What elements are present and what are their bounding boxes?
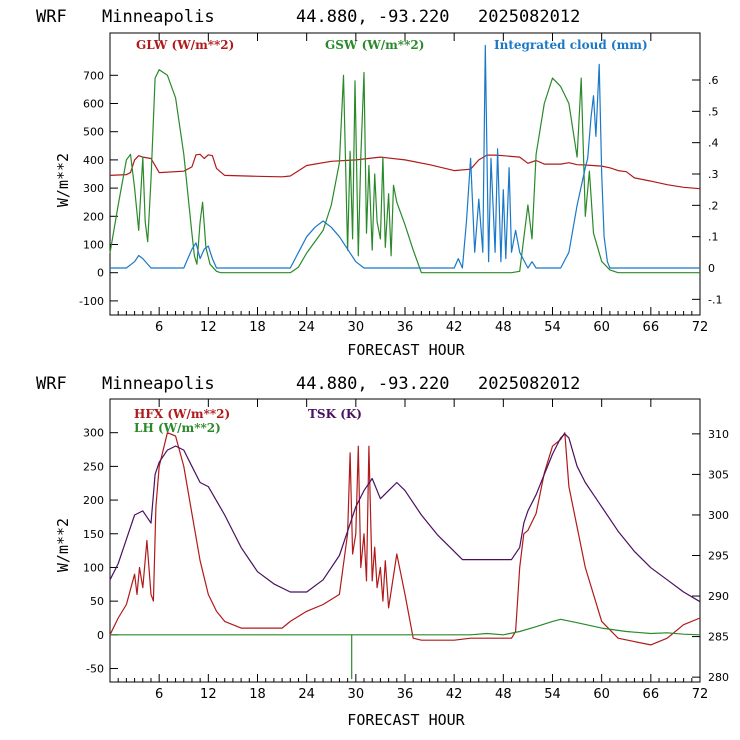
chart-2-title-model: WRF [36,374,67,394]
chart-1-title-coords: 44.880, -93.220 [296,7,450,27]
chart-1-x-tick-label: 60 [593,320,610,335]
chart-1-y2-tick-label: 0 [708,262,715,275]
chart-2-series-hfx-line [109,432,701,646]
chart-1-x-tick-label: 18 [249,320,266,335]
chart-2-x-tick-label: 6 [155,687,163,702]
chart-1-legend-cloud: Integrated cloud (mm) [494,38,648,52]
chart-1: WRF Minneapolis 44.880, -93.220 20250820… [36,7,722,359]
chart-2-y-tick-label: 250 [83,460,104,473]
chart-2-x-axis-label: FORECAST HOUR [347,711,465,729]
chart-2-x-tick-label: 24 [298,687,315,702]
chart-2-series-lh-line [110,618,701,680]
chart-2-y2-tick-label: 310 [708,428,729,441]
chart-2: WRF Minneapolis 44.880, -93.220 20250820… [36,374,729,729]
chart-2-y2-tick-label: 285 [708,631,729,644]
chart-1-x-tick-label: 72 [692,320,709,335]
chart-2-y2-tick-label: 300 [708,509,729,522]
chart-2-plot-frame [109,398,701,683]
chart-1-y-axis-label: W/m**2 [54,153,72,207]
chart-2-y-tick-label: 150 [83,528,104,541]
chart-1-y-tick-label: 400 [83,154,104,167]
chart-1-y-tick-label: 500 [83,126,104,139]
chart-2-y-tick-label: 200 [83,494,104,507]
chart-2-x-tick-label: 30 [348,687,365,702]
chart-1-x-tick-label: 12 [200,320,217,335]
chart-2-y-tick-label: 100 [83,561,104,574]
chart-2-legend-hfx: HFX (W/m**2) [134,407,230,421]
chart-1-x-tick-label: 24 [298,320,315,335]
chart-1-y-tick-label: 600 [83,98,104,111]
chart-2-y2-tick-label: 295 [708,550,729,563]
chart-1-x-tick-label: 66 [643,320,660,335]
chart-2-y-axis-label: W/m**2 [54,518,72,572]
chart-1-y2-tick-label: .5 [708,105,719,118]
chart-1-y2-tick-label: .6 [708,74,719,87]
chart-2-y-tick-label: -50 [86,663,104,676]
chart-1-series-gsw-line [109,69,700,274]
chart-1-y2-tick-label: -.1 [708,293,722,306]
chart-1-x-tick-label: 54 [544,320,561,335]
chart-1-plot-frame [109,32,701,316]
chart-1-y-tick-label: -100 [79,295,104,308]
chart-1-y-tick-label: 100 [83,239,104,252]
chart-2-y2-tick-label: 305 [708,468,729,481]
chart-2-y-tick-label: 300 [83,427,104,440]
chart-1-x-tick-label: 30 [348,320,365,335]
chart-1-series-integrated-line [110,44,700,269]
chart-1-y-tick-label: 200 [83,210,104,223]
chart-1-series-glw-line [109,153,701,190]
chart-2-x-tick-label: 72 [692,687,709,702]
chart-1-legend-glw: GLW (W/m**2) [136,38,234,52]
chart-1-x-tick-label: 6 [155,320,163,335]
chart-2-x-tick-label: 36 [397,687,414,702]
chart-1-title-init: 2025082012 [478,7,580,27]
chart-2-x-tick-label: 12 [200,687,217,702]
chart-2-x-tick-label: 48 [495,687,512,702]
chart-2-x-tick-label: 54 [544,687,561,702]
chart-2-x-tick-label: 18 [249,687,266,702]
chart-2-y-tick-label: 50 [90,595,104,608]
chart-2-y2-tick-label: 290 [708,590,729,603]
chart-1-x-tick-label: 42 [446,320,463,335]
chart-2-x-tick-label: 60 [593,687,610,702]
chart-2-y-tick-label: 0 [97,629,104,642]
chart-1-y-tick-label: 700 [83,69,104,82]
chart-1-y-tick-label: 0 [97,267,104,280]
chart-1-legend-gsw: GSW (W/m**2) [325,38,424,52]
chart-2-title-init: 2025082012 [478,374,580,394]
chart-1-x-axis-label: FORECAST HOUR [347,341,465,359]
chart-2-title-location: Minneapolis [102,374,215,394]
chart-2-series-tsk-line [109,433,701,603]
chart-1-x-tick-label: 36 [397,320,414,335]
chart-2-title-coords: 44.880, -93.220 [296,374,450,394]
chart-1-y2-tick-label: .1 [708,231,719,244]
chart-1-y2-tick-label: .2 [708,199,719,212]
chart-1-y2-tick-label: .4 [708,137,719,150]
chart-1-title-model: WRF [36,7,67,27]
chart-1-y2-tick-label: .3 [708,168,719,181]
chart-1-y-tick-label: 300 [83,182,104,195]
chart-1-x-tick-label: 48 [495,320,512,335]
chart-2-legend-tsk: TSK (K) [308,407,362,421]
chart-2-y2-tick-label: 280 [708,671,729,684]
chart-1-title-location: Minneapolis [102,7,215,27]
chart-2-x-tick-label: 66 [643,687,660,702]
chart-2-x-tick-label: 42 [446,687,463,702]
chart-2-legend-lh: LH (W/m**2) [134,421,221,435]
